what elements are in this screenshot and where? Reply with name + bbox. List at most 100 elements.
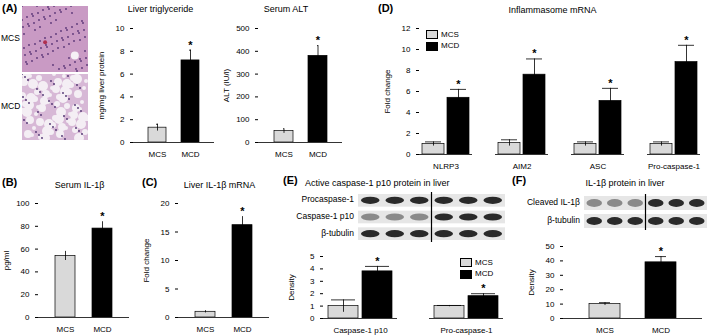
svg-text:*: * bbox=[532, 47, 537, 59]
svg-text:5: 5 bbox=[165, 285, 170, 294]
svg-text:0: 0 bbox=[406, 150, 411, 159]
svg-text:60: 60 bbox=[21, 245, 30, 254]
svg-text:MCS: MCS bbox=[596, 326, 614, 335]
svg-text:*: * bbox=[316, 34, 321, 46]
svg-text:MCS: MCS bbox=[197, 325, 215, 334]
html-text:Procaspase-1: Procaspase-1 bbox=[301, 194, 354, 205]
svg-text:MCS: MCS bbox=[149, 150, 167, 159]
svg-text:3: 3 bbox=[310, 277, 315, 286]
html-text:Cleaved IL-1β: Cleaved IL-1β bbox=[526, 197, 580, 207]
html-text:Liver IL-1β mRNA: Liver IL-1β mRNA bbox=[183, 180, 256, 190]
svg-text:20: 20 bbox=[546, 285, 555, 294]
html-text:Active caspase-1 p10 protein i: Active caspase-1 p10 protein in liver bbox=[305, 178, 450, 188]
html-text:β-tubulin: β-tubulin bbox=[321, 227, 354, 238]
svg-text:Caspase-1 p10: Caspase-1 p10 bbox=[333, 326, 388, 335]
svg-text:40: 40 bbox=[21, 267, 30, 276]
svg-text:8: 8 bbox=[406, 66, 411, 75]
html-text:(F): (F) bbox=[512, 174, 526, 186]
html-text:β-tubulin: β-tubulin bbox=[547, 215, 580, 225]
svg-text:10: 10 bbox=[546, 300, 555, 309]
html-text:(B): (B) bbox=[2, 176, 18, 188]
svg-text:10: 10 bbox=[161, 256, 170, 265]
svg-text:Density: Density bbox=[287, 274, 296, 301]
svg-text:200: 200 bbox=[236, 92, 250, 101]
svg-text:400: 400 bbox=[236, 47, 250, 56]
svg-text:100: 100 bbox=[236, 115, 250, 124]
svg-text:30: 30 bbox=[546, 271, 555, 280]
svg-text:*: * bbox=[659, 245, 664, 257]
html-text:Liver triglyceride: Liver triglyceride bbox=[127, 4, 194, 14]
svg-text:*: * bbox=[684, 34, 689, 46]
svg-text:*: * bbox=[188, 39, 193, 51]
svg-text:10: 10 bbox=[402, 45, 411, 54]
html-text:MCS: MCS bbox=[475, 258, 493, 267]
svg-text:pg/ml: pg/ml bbox=[2, 250, 11, 270]
html-text:MCD: MCD bbox=[441, 41, 460, 51]
svg-text:MCD: MCD bbox=[652, 326, 670, 335]
html-text:Inflammasome mRNA: Inflammasome mRNA bbox=[508, 5, 597, 15]
svg-text:*: * bbox=[240, 205, 245, 217]
html-text:Serum ALT: Serum ALT bbox=[263, 4, 309, 14]
svg-text:0: 0 bbox=[165, 313, 170, 322]
svg-text:0: 0 bbox=[25, 313, 30, 322]
svg-text:10: 10 bbox=[116, 24, 125, 33]
svg-text:300: 300 bbox=[236, 70, 250, 79]
svg-text:2: 2 bbox=[310, 289, 315, 298]
svg-text:50: 50 bbox=[546, 242, 555, 251]
svg-text:6: 6 bbox=[406, 87, 411, 96]
svg-text:20: 20 bbox=[21, 290, 30, 299]
svg-text:1: 1 bbox=[310, 302, 315, 311]
svg-text:MCD: MCD bbox=[233, 325, 251, 334]
html-text:(A): (A) bbox=[2, 2, 18, 14]
svg-text:*: * bbox=[608, 77, 613, 89]
svg-text:mg/mg liver protein: mg/mg liver protein bbox=[97, 51, 106, 119]
svg-text:ASC: ASC bbox=[590, 162, 607, 171]
svg-text:8: 8 bbox=[120, 47, 125, 56]
html-text:(D): (D) bbox=[378, 2, 394, 14]
html-text:Caspase-1 p10: Caspase-1 p10 bbox=[296, 211, 354, 221]
html-text:(E): (E) bbox=[283, 174, 298, 186]
svg-text:0: 0 bbox=[245, 138, 250, 147]
svg-text:MCD: MCD bbox=[181, 150, 199, 159]
svg-text:500: 500 bbox=[236, 24, 250, 33]
html-text:IL-1β protein in liver: IL-1β protein in liver bbox=[585, 178, 665, 188]
html-text:(C): (C) bbox=[142, 176, 158, 188]
svg-text:0: 0 bbox=[120, 138, 125, 147]
html-text:MCD: MCD bbox=[475, 269, 494, 279]
svg-text:6: 6 bbox=[120, 70, 125, 79]
svg-text:4: 4 bbox=[310, 264, 315, 273]
svg-text:12: 12 bbox=[402, 24, 411, 33]
svg-text:ALT (IU/l): ALT (IU/l) bbox=[222, 68, 231, 102]
svg-text:5: 5 bbox=[310, 252, 315, 261]
svg-text:*: * bbox=[375, 255, 380, 267]
svg-text:AIM2: AIM2 bbox=[513, 162, 532, 171]
svg-text:4: 4 bbox=[120, 92, 125, 101]
svg-text:NLRP3: NLRP3 bbox=[433, 162, 459, 171]
svg-text:4: 4 bbox=[406, 108, 411, 117]
svg-text:0: 0 bbox=[310, 314, 315, 323]
svg-text:2: 2 bbox=[406, 129, 411, 138]
svg-text:Density: Density bbox=[527, 269, 536, 296]
html-text:MCS: MCS bbox=[1, 33, 20, 43]
svg-text:0: 0 bbox=[550, 314, 555, 323]
svg-text:40: 40 bbox=[546, 256, 555, 265]
svg-text:MCD: MCD bbox=[309, 150, 327, 159]
svg-text:Fold change: Fold change bbox=[383, 69, 392, 114]
html-text:MCS: MCS bbox=[441, 30, 459, 39]
svg-text:*: * bbox=[100, 210, 105, 222]
html-text:MCD: MCD bbox=[1, 101, 21, 111]
svg-text:20: 20 bbox=[161, 199, 170, 208]
svg-text:Fold change: Fold change bbox=[142, 238, 151, 283]
svg-text:80: 80 bbox=[21, 222, 30, 231]
svg-text:MCS: MCS bbox=[275, 150, 293, 159]
svg-text:*: * bbox=[456, 78, 461, 90]
svg-text:*: * bbox=[481, 282, 486, 294]
svg-text:Pro-caspase-1: Pro-caspase-1 bbox=[648, 162, 701, 171]
svg-text:MCD: MCD bbox=[93, 325, 111, 334]
svg-text:100: 100 bbox=[16, 199, 30, 208]
svg-text:2: 2 bbox=[120, 115, 125, 124]
svg-text:Pro-caspase-1: Pro-caspase-1 bbox=[440, 326, 493, 335]
svg-text:15: 15 bbox=[161, 228, 170, 237]
html-text:Serum IL-1β: Serum IL-1β bbox=[54, 180, 105, 190]
svg-text:MCS: MCS bbox=[57, 325, 75, 334]
